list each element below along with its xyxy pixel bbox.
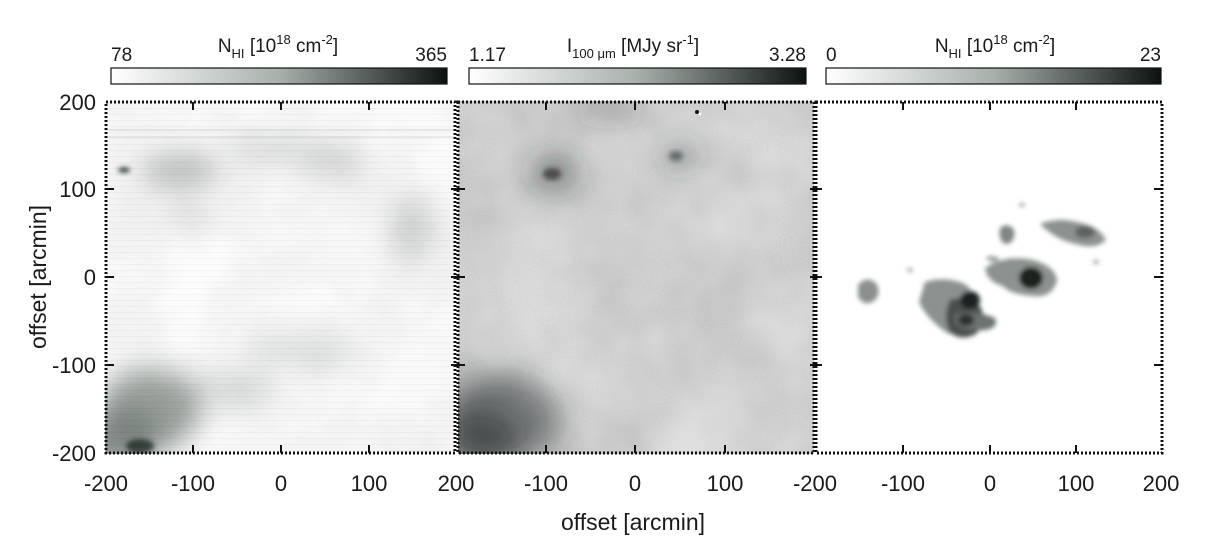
y-axis: 200 100 0 -100 -200 offset [arcmin] [25, 90, 96, 466]
colorbar-3-max: 23 [1140, 45, 1161, 66]
x-tick-p1-neg100: -100 [171, 471, 215, 496]
axis-ticks [106, 102, 1162, 453]
y-tick-200: 200 [59, 90, 96, 115]
x-axis-title: offset [arcmin] [561, 509, 705, 535]
colorbar-2: 1.17 3.28 I100 μm [MJy sr-1] [468, 32, 807, 85]
x-tick-p2-0: 0 [629, 471, 641, 496]
x-tick-p1-100: 100 [351, 471, 388, 496]
panel-2-dust-map [458, 101, 814, 454]
colorbar-3-min: 0 [826, 45, 837, 66]
colorbar-3: 0 23 NHI [1018 cm-2] [825, 32, 1162, 85]
y-axis-title: offset [arcmin] [25, 205, 51, 349]
colorbar-1: 78 365 NHI [1018 cm-2] [110, 32, 448, 85]
x-tick-p3-0: 0 [984, 471, 996, 496]
colorbar-2-min: 1.17 [469, 45, 506, 66]
x-tick-p1-neg200: -200 [84, 471, 128, 496]
panel-3-clump-map [817, 101, 1162, 454]
colorbar-1-gradient [110, 67, 448, 85]
x-tick-p2-200: 200 [438, 471, 475, 496]
colorbar-1-min: 78 [111, 45, 132, 66]
colorbar-3-gradient [825, 67, 1162, 85]
colorbar-1-max: 365 [415, 45, 447, 66]
colorbar-3-title: NHI [1018 cm-2] [935, 32, 1055, 61]
x-tick-p3-neg200: -200 [793, 471, 837, 496]
x-tick-p1-0: 0 [275, 471, 287, 496]
colorbar-1-title: NHI [1018 cm-2] [218, 32, 338, 61]
y-tick-neg100: -100 [52, 353, 96, 378]
x-axis: -200 -100 0 100 200 -100 0 100 -200 -100… [84, 471, 1179, 535]
y-tick-0: 0 [84, 265, 96, 290]
colorbar-2-title: I100 μm [MJy sr-1] [567, 32, 699, 61]
colorbar-2-gradient [468, 67, 807, 85]
x-tick-p3-200: 200 [1143, 471, 1180, 496]
panel-1-hi-map [105, 101, 455, 454]
x-tick-p3-neg100: -100 [881, 471, 925, 496]
x-tick-p2-neg100: -100 [524, 471, 568, 496]
x-tick-p3-100: 100 [1058, 471, 1095, 496]
y-tick-neg200: -200 [52, 441, 96, 466]
y-tick-100: 100 [59, 177, 96, 202]
x-tick-p2-100: 100 [707, 471, 744, 496]
colorbar-2-max: 3.28 [769, 45, 806, 66]
